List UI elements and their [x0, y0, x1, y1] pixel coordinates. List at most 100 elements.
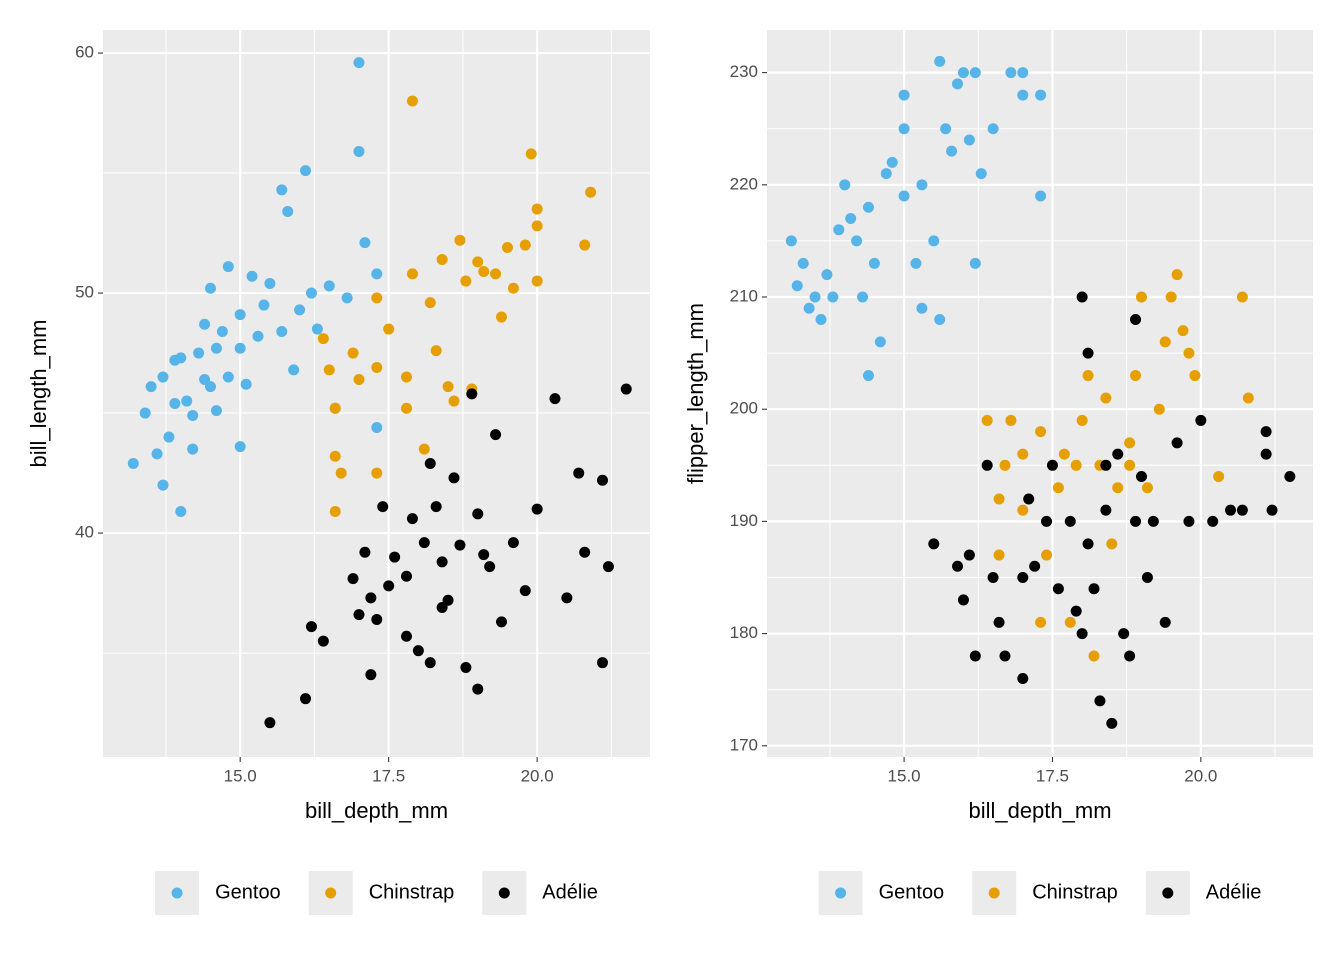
- point: [371, 361, 383, 373]
- legend-label: Adélie: [1206, 881, 1262, 903]
- point: [288, 364, 300, 376]
- point: [300, 693, 312, 705]
- point: [454, 234, 466, 246]
- point: [596, 657, 608, 669]
- point: [857, 291, 869, 303]
- point: [1195, 414, 1207, 426]
- point: [406, 513, 418, 525]
- point: [478, 265, 490, 277]
- point: [1035, 89, 1047, 101]
- point: [436, 601, 448, 613]
- point: [1082, 370, 1094, 382]
- point: [1225, 504, 1237, 516]
- point: [1052, 482, 1064, 494]
- x-tick-label: 20.0: [1184, 766, 1217, 785]
- x-axis-title: bill_depth_mm: [968, 798, 1111, 823]
- point: [1017, 448, 1029, 460]
- point: [868, 257, 880, 269]
- point: [886, 156, 898, 168]
- point: [916, 179, 928, 191]
- point: [127, 457, 139, 469]
- point: [1035, 426, 1047, 438]
- point: [157, 479, 169, 491]
- point: [797, 257, 809, 269]
- point: [1242, 392, 1254, 404]
- point: [862, 201, 874, 213]
- point: [898, 190, 910, 202]
- point: [981, 459, 993, 471]
- point: [549, 393, 561, 405]
- point: [436, 556, 448, 568]
- point: [1035, 190, 1047, 202]
- point: [1207, 515, 1219, 527]
- panel-background: [767, 30, 1313, 757]
- point: [561, 592, 573, 604]
- point: [359, 237, 371, 249]
- point: [1112, 448, 1124, 460]
- point: [1171, 437, 1183, 449]
- point: [181, 395, 193, 407]
- point: [531, 203, 543, 215]
- point: [1064, 515, 1076, 527]
- point: [139, 407, 151, 419]
- point: [839, 179, 851, 191]
- point: [525, 148, 537, 160]
- point: [383, 323, 395, 335]
- point: [204, 381, 216, 393]
- point: [1017, 89, 1029, 101]
- point: [317, 333, 329, 345]
- point: [946, 145, 958, 157]
- point: [424, 297, 436, 309]
- point: [430, 345, 442, 357]
- point: [323, 280, 335, 292]
- point: [329, 402, 341, 414]
- point: [1189, 370, 1201, 382]
- point: [596, 474, 608, 486]
- point: [1177, 325, 1189, 337]
- point: [934, 55, 946, 67]
- point: [1082, 538, 1094, 550]
- point: [258, 299, 270, 311]
- point: [940, 123, 952, 135]
- point: [282, 205, 294, 217]
- point: [957, 67, 969, 79]
- point: [418, 537, 430, 549]
- point: [910, 257, 922, 269]
- point: [496, 311, 508, 323]
- legend-label: Gentoo: [215, 881, 281, 903]
- point: [163, 431, 175, 443]
- point: [507, 282, 519, 294]
- point: [1171, 269, 1183, 281]
- point: [1118, 628, 1130, 640]
- point: [187, 443, 199, 455]
- point: [1106, 538, 1118, 550]
- y-axis-title: bill_length_mm: [26, 320, 51, 468]
- point: [199, 318, 211, 330]
- point: [234, 342, 246, 354]
- point: [1070, 459, 1082, 471]
- point: [1029, 560, 1041, 572]
- point: [412, 645, 424, 657]
- point: [1141, 482, 1153, 494]
- point: [1076, 291, 1088, 303]
- point: [353, 145, 365, 157]
- point: [1159, 616, 1171, 628]
- y-tick-label: 50: [75, 283, 94, 302]
- point: [210, 405, 222, 417]
- point: [365, 592, 377, 604]
- point: [436, 253, 448, 265]
- y-tick-label: 210: [730, 286, 758, 305]
- point: [466, 388, 478, 400]
- point: [496, 616, 508, 628]
- y-tick-label: 40: [75, 523, 94, 542]
- point: [916, 302, 928, 314]
- panel-background: [103, 30, 650, 757]
- point: [1153, 403, 1165, 415]
- point: [175, 352, 187, 364]
- point: [975, 168, 987, 180]
- point: [999, 650, 1011, 662]
- legend-marker: [835, 887, 847, 899]
- x-axis-title: bill_depth_mm: [305, 798, 448, 823]
